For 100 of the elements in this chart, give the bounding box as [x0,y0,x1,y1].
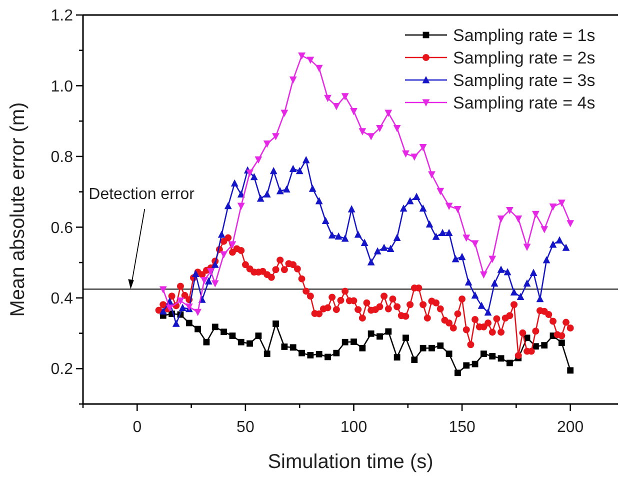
point [393,124,401,132]
point [480,350,487,357]
point [523,244,531,251]
point [358,128,366,136]
x-tick-label: 50 [236,419,254,436]
point [411,356,418,363]
point [307,352,314,358]
point [194,326,201,332]
point [445,202,453,210]
point [341,93,349,100]
point [298,350,305,356]
point [437,342,444,349]
point [532,210,540,218]
point [306,56,314,64]
point [566,220,574,228]
point [212,324,218,330]
point [497,215,505,223]
point [558,340,565,346]
point [200,277,208,284]
y-axis-title: Mean absolute error (m) [7,102,29,317]
x-tick-label: 0 [132,419,142,436]
point [541,342,548,348]
point [514,215,522,223]
point [281,344,288,350]
point [220,328,227,336]
point [203,338,210,346]
y-tick-label: 0.2 [50,361,74,378]
point [384,110,392,117]
point [333,350,340,356]
point [207,268,214,276]
point [315,64,323,72]
y-tick-label: 1.0 [50,78,74,96]
point [238,338,244,346]
point [316,350,322,358]
point [254,156,262,164]
point [446,350,452,357]
point [246,170,254,177]
point [186,320,192,326]
point [489,353,496,360]
point [540,226,548,234]
point [272,320,279,327]
point [359,344,366,352]
point [498,355,504,362]
point [558,200,566,207]
point [454,206,462,214]
point [480,271,488,279]
point [298,52,306,60]
legend-label: Sampling rate = 3s [453,70,596,90]
legend-label: Sampling rate = 4s [453,93,596,112]
point [255,332,262,339]
point [376,333,383,340]
point [166,304,174,312]
y-tick-label: 0.8 [50,149,74,166]
point [420,344,426,352]
point [402,334,409,342]
point [410,154,418,161]
point [176,298,184,305]
point [488,256,496,264]
point [436,188,444,196]
point [324,94,332,102]
point [263,140,271,148]
legend-label: Sampling rate = 2s [453,48,596,68]
point [394,354,400,361]
point [462,234,470,242]
annotation: Detection error [88,186,196,204]
point [220,251,228,258]
y-tick-label: 1.2 [50,8,74,25]
point [194,308,202,316]
point [454,370,461,376]
point [246,340,253,347]
x-axis-title: Simulation time (s) [268,451,434,473]
point [506,360,513,366]
point [290,344,296,351]
point [228,241,236,249]
y-tick-label: 0.6 [50,220,74,237]
point [419,144,427,152]
point [289,76,297,84]
x-tick-label: 100 [340,419,368,436]
point [211,280,219,288]
point [324,354,331,360]
point [229,332,236,339]
point [471,240,479,248]
y-tick-label: 0.4 [50,290,74,308]
point [506,207,514,214]
point [159,286,167,294]
point [264,350,270,357]
point [367,133,375,140]
x-tick-label: 200 [556,419,584,436]
point [376,124,384,132]
point [567,367,574,374]
point [368,330,374,337]
x-tick-label: 150 [448,419,476,436]
point [280,110,288,117]
point [385,328,392,335]
point [428,344,435,352]
point [350,108,358,116]
point [332,103,340,110]
point [237,202,245,210]
legend-label: Sampling rate = 1s [453,26,596,45]
point [428,171,436,178]
